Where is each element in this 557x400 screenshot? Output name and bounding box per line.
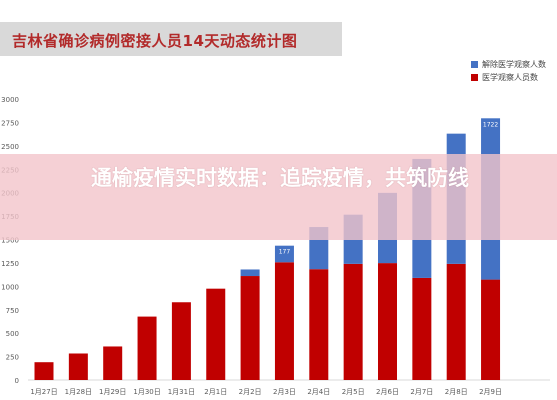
y-tick-label: 2500: [1, 143, 19, 151]
y-tick-label: 1250: [1, 260, 19, 268]
y-tick-label: 250: [6, 354, 19, 362]
x-tick-label: 2月2日: [239, 388, 262, 396]
legend-label-observed: 医学观察人员数: [482, 73, 538, 82]
x-tick-label: 2月6日: [376, 388, 399, 396]
bar-observed-1: [68, 353, 88, 380]
x-tick-label: 2月5日: [342, 388, 365, 396]
bar-observed-3: [137, 316, 157, 380]
x-tick-label: 1月31日: [168, 388, 195, 396]
y-tick-label: 1500: [1, 237, 19, 245]
y-tick-label: 2750: [1, 119, 19, 127]
bar-observed-8: [309, 269, 329, 380]
legend-label-released: 解除医学观察人数: [482, 60, 546, 69]
legend-item-observed: 医学观察人员数: [471, 71, 546, 84]
chart-title: 吉林省确诊病例密接人员14天动态统计图: [12, 32, 298, 50]
bar-observed-10: [378, 263, 397, 380]
bar-released-7: [274, 245, 294, 263]
bar-released-6: [240, 269, 260, 277]
bar-observed-7: [274, 262, 294, 380]
bar-observed-12: [446, 263, 466, 380]
bar-observed-0: [34, 362, 54, 380]
y-tick-label: 750: [6, 307, 19, 315]
x-tick-label: 1月30日: [133, 388, 160, 396]
y-tick-label: 500: [6, 330, 19, 338]
x-tick-label: 1月29日: [99, 388, 126, 396]
y-tick-label: 0: [15, 377, 19, 385]
chart-legend: 解除医学观察人数 医学观察人员数: [471, 58, 546, 84]
bar-observed-5: [206, 288, 226, 380]
bar-observed-11: [412, 277, 432, 380]
bar-observed-9: [343, 263, 363, 380]
y-tick-label: 3000: [1, 96, 19, 104]
data-label: 1722: [483, 121, 498, 128]
x-tick-label: 2月4日: [307, 388, 330, 396]
title-bar: [0, 22, 342, 56]
y-tick-label: 1000: [1, 283, 19, 291]
bar-observed-6: [240, 276, 260, 380]
bar-observed-2: [103, 346, 123, 380]
x-tick-label: 1月27日: [30, 388, 57, 396]
x-tick-label: 2月7日: [410, 388, 433, 396]
x-tick-label: 2月3日: [273, 388, 296, 396]
overlay-banner: [0, 154, 557, 240]
x-tick-label: 2月8日: [445, 388, 468, 396]
x-tick-label: 1月28日: [65, 388, 92, 396]
legend-swatch-released: [471, 61, 478, 68]
data-label: 177: [279, 249, 291, 256]
banner-text: 通榆疫情实时数据：追踪疫情，共筑防线: [91, 166, 469, 190]
x-tick-label: 2月9日: [479, 388, 502, 396]
bar-observed-4: [171, 302, 191, 380]
legend-swatch-observed: [471, 74, 478, 81]
legend-item-released: 解除医学观察人数: [471, 58, 546, 71]
bar-observed-13: [481, 279, 501, 380]
x-tick-label: 2月1日: [204, 388, 227, 396]
